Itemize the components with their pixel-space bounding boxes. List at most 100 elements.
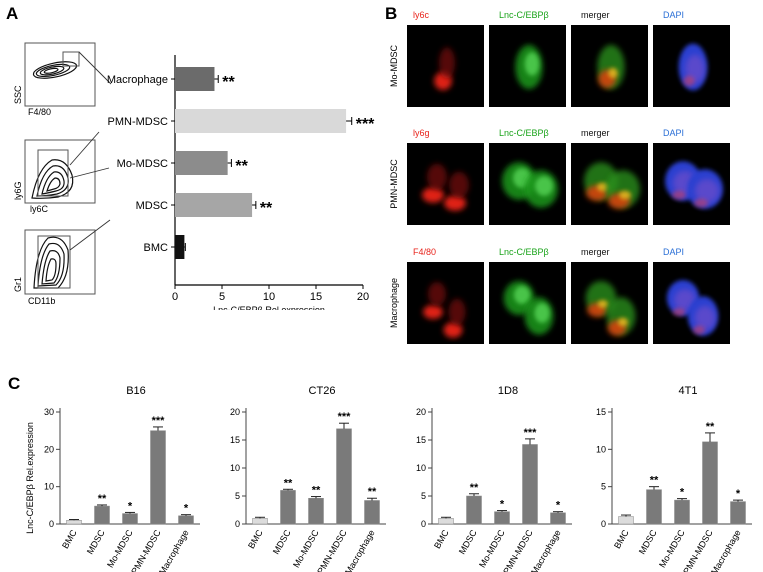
x-tick-label: 10	[263, 291, 275, 303]
channel-label: DAPI	[663, 247, 684, 257]
flow-1-xlabel: F4/80	[28, 107, 51, 117]
bar	[438, 518, 454, 525]
bar	[66, 520, 82, 525]
micrograph-tile	[571, 25, 648, 107]
bar	[308, 497, 324, 525]
merge-yellow	[597, 300, 609, 308]
significance-label: **	[470, 482, 479, 494]
flow-2-ylabel: ly6G	[13, 181, 23, 200]
y-tick-label: 15	[416, 435, 426, 445]
significance-label: ***	[338, 411, 352, 423]
significance-label: ***	[356, 116, 375, 133]
channel-label: ly6c	[413, 10, 430, 20]
red-signal-faint	[428, 282, 446, 306]
category-label: Macrophage	[343, 528, 377, 572]
micrograph-tile	[407, 262, 484, 344]
micrograph-tile	[407, 25, 484, 107]
significance-label: **	[260, 200, 273, 217]
panel-b-microscopy: Mo-MDSC ly6c Lnc-C/EBPβ merger DAPI PMN-MDSC l…	[389, 10, 730, 344]
channel-label: merger	[581, 10, 610, 20]
bar	[466, 495, 482, 525]
y-tick-label: 20	[416, 407, 426, 417]
row-label: PMN-MDSC	[389, 159, 399, 209]
flow-3-ylabel: Gr1	[13, 277, 23, 292]
y-tick-label: 5	[421, 491, 426, 501]
dapi-red-overlay	[693, 325, 705, 335]
x-tick-label: 20	[357, 291, 369, 303]
category-label: Mo-MDSC	[657, 528, 687, 570]
row-label: Macrophage	[389, 278, 399, 328]
bar	[364, 500, 380, 525]
category-label: PMN-MDSC	[681, 528, 715, 572]
merge-yellow	[619, 190, 631, 200]
bar	[522, 444, 538, 525]
category-label: Mo-MDSC	[105, 528, 135, 570]
bar	[178, 515, 194, 525]
panel-label-c: C	[8, 374, 21, 393]
red-signal-faint	[448, 298, 466, 326]
category-label: BMC	[246, 528, 265, 551]
merge-yellow	[608, 67, 618, 79]
bar	[94, 505, 110, 525]
channel-label: DAPI	[663, 10, 684, 20]
red-signal	[443, 322, 463, 338]
significance-label: **	[706, 421, 715, 433]
bar	[122, 513, 138, 525]
micrograph-tile	[489, 143, 566, 225]
merge-yellow	[597, 182, 609, 192]
micrograph-tile	[653, 143, 730, 225]
micrograph-tile	[571, 143, 648, 225]
chart-title: 4T1	[679, 385, 698, 397]
y-tick-label: 15	[230, 435, 240, 445]
significance-label: *	[736, 488, 741, 500]
y-axis-label: Lnc-C/EBPβ Rel.expression	[25, 422, 35, 534]
significance-label: ***	[152, 415, 166, 427]
bar	[175, 109, 347, 133]
y-tick-label: 0	[235, 519, 240, 529]
y-tick-label: 30	[44, 407, 54, 417]
flow-plot-1: F4/80 SSC	[13, 42, 96, 117]
y-tick-label: 5	[601, 482, 606, 492]
tile-background	[407, 143, 484, 225]
bar	[550, 512, 566, 525]
channel-label: merger	[581, 247, 610, 257]
y-tick-label: 5	[235, 491, 240, 501]
significance-label: *	[556, 500, 561, 512]
category-label: MDSC	[85, 528, 107, 556]
micrograph-tile	[407, 143, 484, 225]
bar	[252, 518, 268, 525]
category-label: PMN-MDSC	[501, 528, 535, 572]
significance-label: **	[650, 475, 659, 487]
significance-label: **	[312, 485, 321, 497]
green-signal-core	[534, 303, 550, 323]
significance-label: *	[680, 487, 685, 499]
y-tick-label: 0	[49, 519, 54, 529]
bar-chart-ct26: CT26 0 5 10 15 20 BMC ** MDSC ** Mo-MDSC *** PMN-MDS…	[230, 385, 386, 572]
significance-label: **	[235, 158, 248, 175]
significance-label: **	[284, 477, 293, 489]
bar	[702, 441, 718, 525]
channel-label: Lnc-C/EBPβ	[499, 247, 549, 257]
significance-label: **	[368, 486, 377, 498]
significance-label: *	[128, 500, 133, 512]
green-signal-core	[524, 52, 540, 76]
category-label: Mo-MDSC	[291, 528, 321, 570]
red-signal-faint	[439, 47, 455, 79]
flow-3-xlabel: CD11b	[28, 296, 55, 306]
micrograph-tile	[489, 262, 566, 344]
category-label: Mo-MDSC	[477, 528, 507, 570]
bar-chart-1d8: 1D8 0 5 10 15 20 BMC ** MDSC * Mo-MDSC *** PMN-MDSC *…	[416, 385, 572, 572]
micrograph-tile	[653, 25, 730, 107]
bar	[280, 490, 296, 525]
dapi-overlay	[694, 305, 716, 331]
category-label: Macrophage	[529, 528, 563, 572]
category-label: BMC	[432, 528, 451, 551]
merge-yellow	[617, 317, 629, 327]
flow-1-ylabel: SSC	[13, 85, 23, 104]
bar	[336, 428, 352, 525]
horizontal-bar-chart: 0 5 10 15 20 Lnc-C/EBPβ Rel.expression Macroph…	[107, 55, 375, 310]
bar	[175, 67, 215, 91]
red-signal-faint	[427, 163, 447, 191]
green-signal-core	[513, 286, 531, 304]
